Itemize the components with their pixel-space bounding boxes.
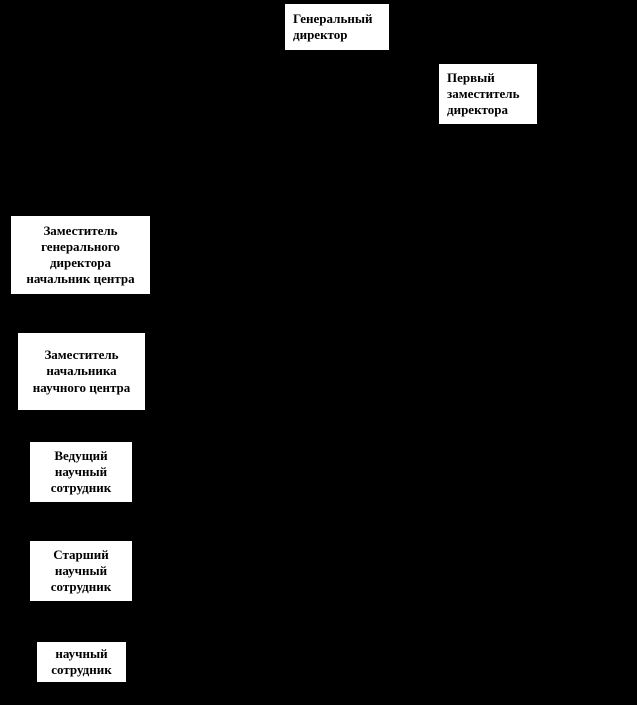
node-label: Заместитель генерального директора начал… [19, 223, 142, 288]
node-label: Заместитель начальника научного центра [26, 347, 137, 396]
node-label: научный сотрудник [45, 646, 118, 679]
node-first-deputy-director: Первый заместитель директора [438, 63, 538, 125]
node-label: Ведущий научный сотрудник [38, 448, 124, 497]
node-researcher: научный сотрудник [36, 641, 127, 683]
node-label: Старший научный сотрудник [38, 547, 124, 596]
node-leading-researcher: Ведущий научный сотрудник [29, 441, 133, 503]
node-label: Генеральный директор [293, 11, 381, 44]
node-senior-researcher: Старший научный сотрудник [29, 540, 133, 602]
node-label: Первый заместитель директора [447, 70, 529, 119]
node-general-director: Генеральный директор [284, 3, 390, 51]
node-deputy-general-director-center-head: Заместитель генерального директора начал… [10, 215, 151, 295]
node-deputy-head-scientific-center: Заместитель начальника научного центра [17, 332, 146, 411]
